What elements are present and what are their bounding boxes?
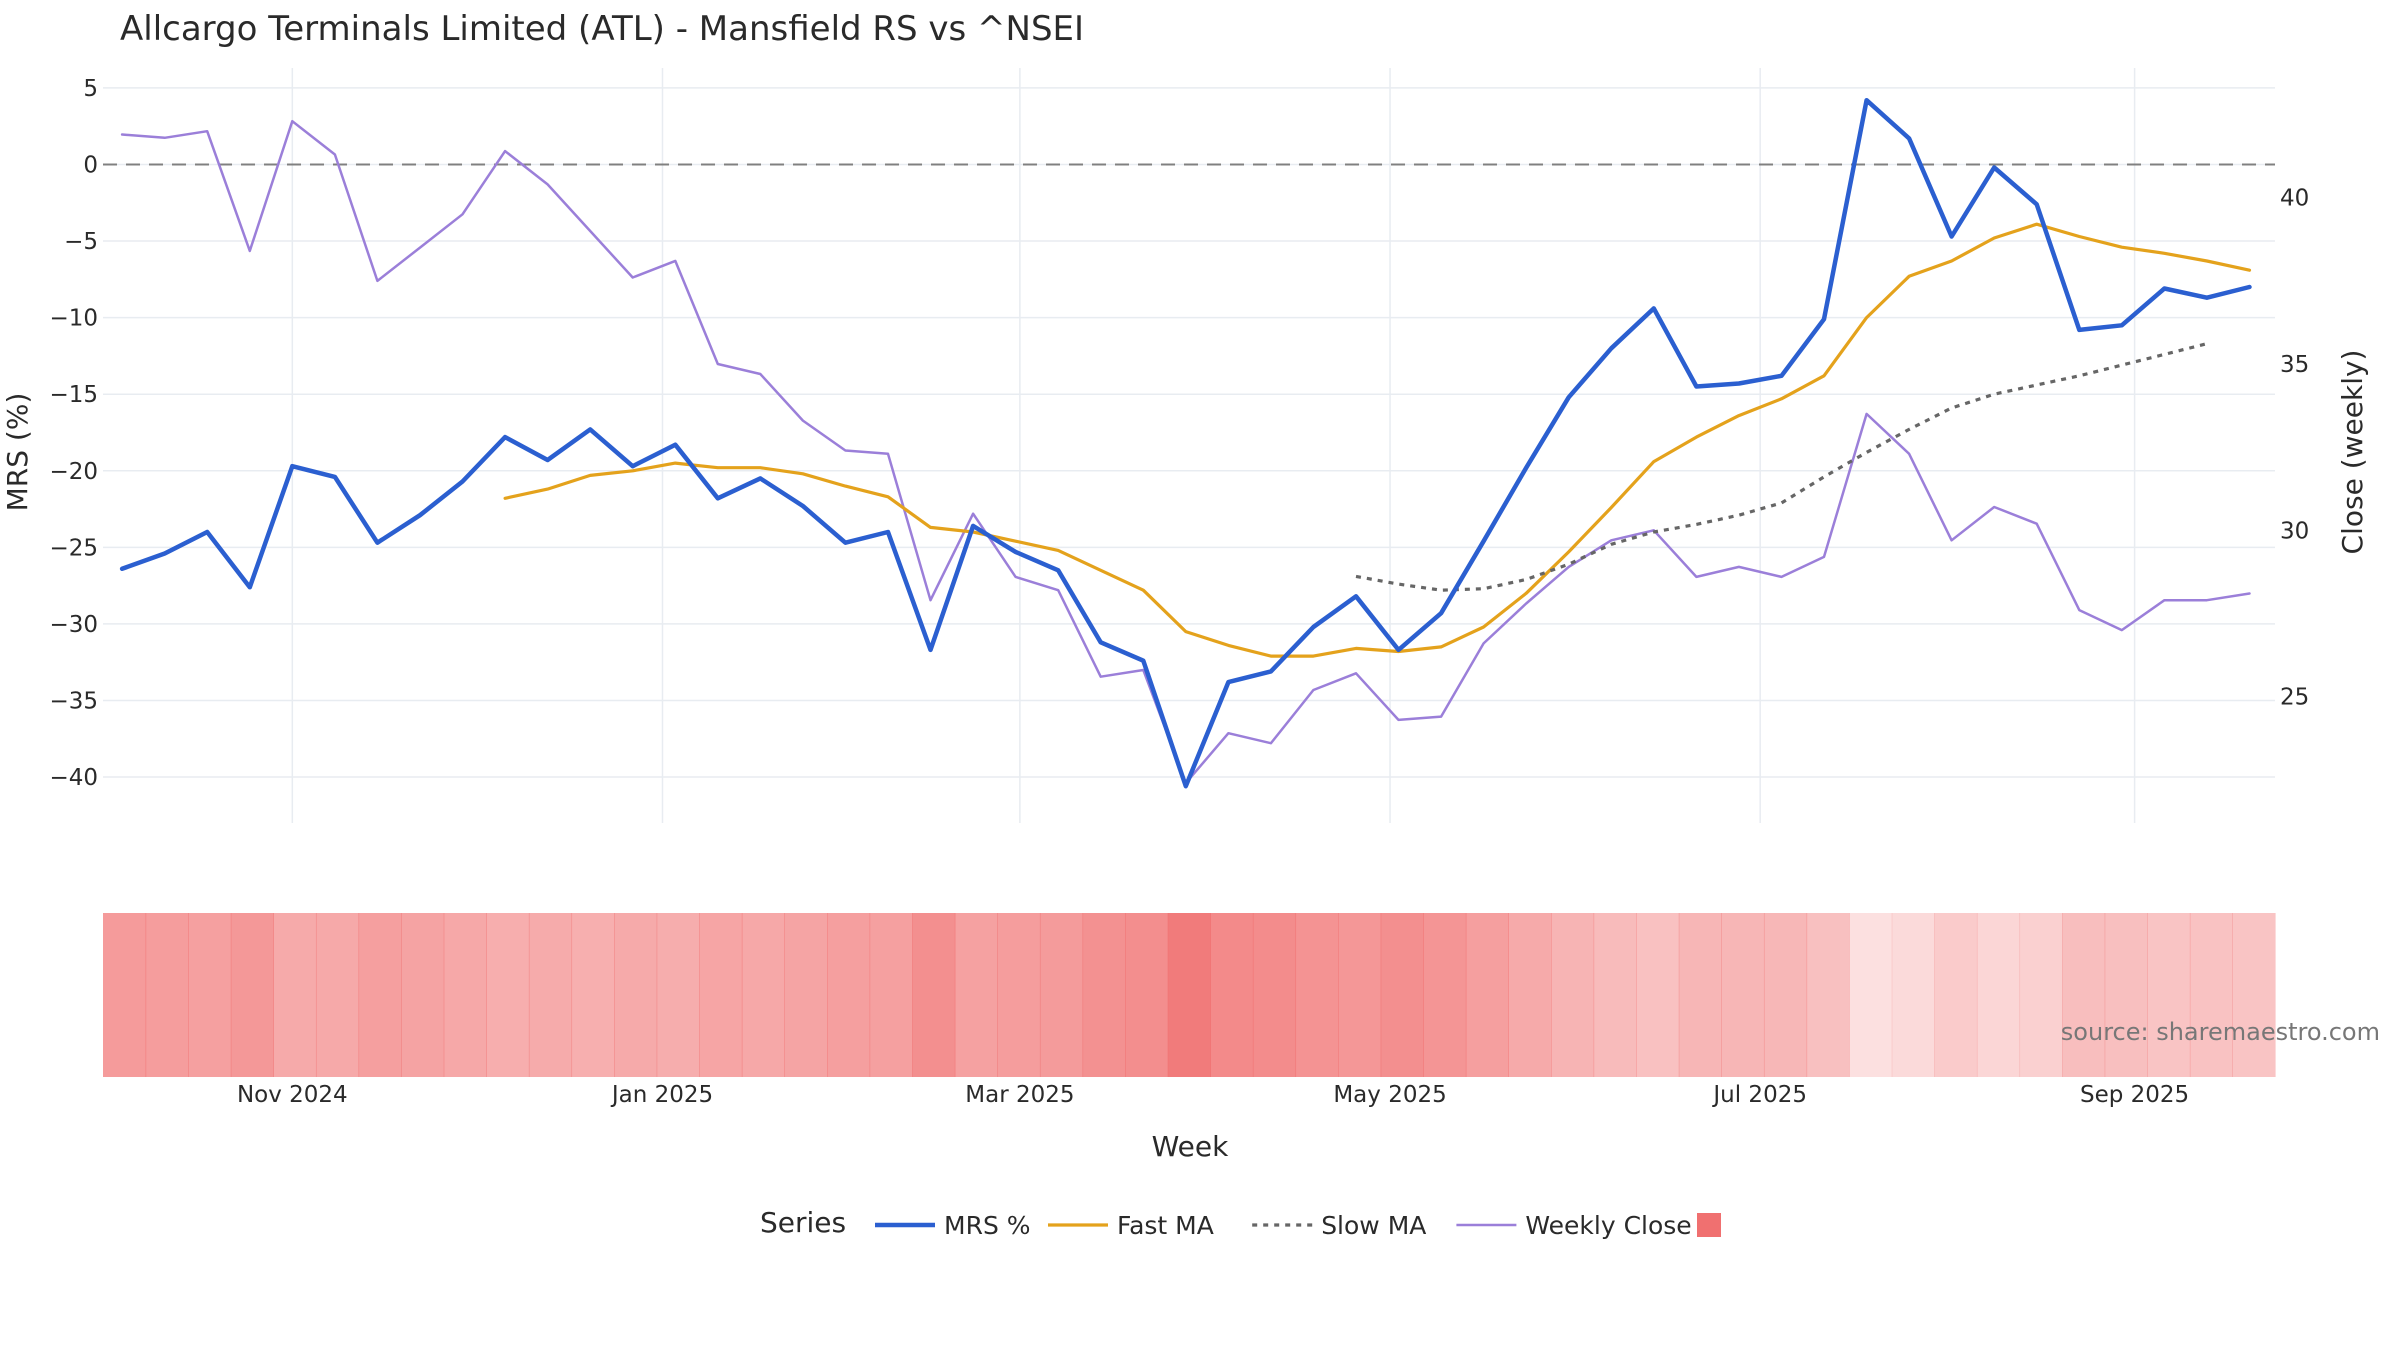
heatmap-cell-27 [1252,913,1297,1077]
x-tick-label-4: Jul 2025 [1711,1082,1807,1108]
heatmap-cell-35 [1593,913,1637,1077]
heatmap-cell-6 [358,913,402,1077]
series-line-weekly-close [120,119,2251,785]
heatmap-cell-34 [1551,913,1595,1077]
heatmap-cell-28 [1295,913,1339,1077]
heatmap-cell-11 [571,913,615,1077]
heatmap-cell-16 [784,913,828,1077]
heatmap-cell-1 [145,913,189,1077]
heatmap-cell-36 [1636,913,1680,1077]
heatmap-cell-43 [1934,913,1978,1077]
x-axis-label: Week [1152,1130,1229,1163]
x-axis-ticks: Nov 2024 Jan 2025 Mar 2025 May 2025 Jul 2025… [237,1082,2189,1108]
heatmap-cell-3 [230,913,274,1077]
y2-tick-label-0: 40 [2280,186,2309,212]
legend-label-0: MRS % [944,1211,1031,1240]
heatmap-cell-39 [1763,913,1808,1077]
heatmap-cell-25 [1167,913,1211,1077]
legend-label-2: Slow MA [1321,1211,1426,1240]
legend: Series MRS % Fast MA Slow MA Weekly Close [760,1206,1721,1240]
y-tick-label-3: −10 [49,306,98,332]
chart-title: Allcargo Terminals Limited (ATL) - Mansf… [120,9,1084,49]
heatmap-cell-2 [188,913,232,1077]
y2-axis-label: Close (weekly) [2336,350,2369,555]
y-tick-label-5: −20 [49,459,98,485]
heatmap-cell-33 [1508,913,1552,1077]
x-tick-label-1: Jan 2025 [610,1082,713,1108]
series-group [119,97,2252,789]
y-tick-label-7: −30 [49,612,98,638]
heatmap-cell-31 [1423,913,1467,1077]
legend-label-1: Fast MA [1117,1211,1214,1240]
heatmap-cell-15 [741,913,786,1077]
heatmap-cell-38 [1721,913,1765,1077]
y-tick-label-4: −15 [49,382,98,408]
heatmap-cell-49 [2189,913,2234,1077]
heatmap-cell-23 [1082,913,1126,1077]
heatmap-cell-37 [1678,913,1722,1077]
series-line-fast-ma [503,222,2252,658]
heatmap-cell-9 [486,913,530,1077]
heatmap-cell-4 [273,913,317,1077]
heatmap-cell-48 [2147,913,2191,1077]
grid [103,68,2275,823]
x-tick-label-0: Nov 2024 [237,1082,348,1108]
heatmap-cell-42 [1891,913,1935,1077]
y-tick-label-8: −35 [49,688,98,714]
series-line-slow-ma [1355,342,2208,592]
heatmap-cell-30 [1380,913,1424,1077]
heatmap-cell-24 [1125,913,1169,1077]
y-tick-label-0: 5 [83,76,98,102]
legend-label-3: Weekly Close [1525,1211,1691,1240]
heatmap-cell-17 [827,913,871,1077]
x-tick-label-2: Mar 2025 [965,1082,1074,1108]
heatmap-cell-21 [997,913,1041,1077]
y-tick-label-2: −5 [64,229,98,255]
x-tick-label-3: May 2025 [1333,1082,1446,1108]
y2-tick-label-1: 35 [2280,352,2309,378]
heatmap-cell-20 [954,913,998,1077]
y2-axis-ticks: 40 35 30 25 [2280,186,2309,711]
y-tick-label-6: −25 [49,535,98,561]
heatmap-cell-29 [1338,913,1382,1077]
x-tick-label-5: Sep 2025 [2080,1082,2189,1108]
heatmap-cell-26 [1210,913,1254,1077]
legend-title: Series [760,1206,846,1239]
heatmap-cell-45 [2019,913,2063,1077]
heatmap-cell-14 [699,913,743,1077]
heatmap-cell-22 [1039,913,1084,1077]
series-line-mrs [119,97,2252,789]
heatmap-cell-8 [443,913,487,1077]
heatmap-cell-0 [103,913,147,1077]
y2-tick-label-2: 30 [2280,518,2309,544]
heatmap-cell-46 [2062,913,2106,1077]
heatmap-cell-32 [1465,913,1510,1077]
heatmap-cell-7 [401,913,445,1077]
heatmap-cell-12 [614,913,658,1077]
heatmap-cell-19 [912,913,956,1077]
y-tick-label-1: 0 [83,152,98,178]
heatmap-cell-44 [1976,913,2021,1077]
heatmap-cell-10 [528,913,573,1077]
heatmap-cell-18 [869,913,913,1077]
heatmap-cell-50 [2232,913,2276,1077]
heatmap-strip [103,913,2276,1077]
heatmap-cell-47 [2104,913,2148,1077]
y-tick-label-9: −40 [49,765,98,791]
y-axis-ticks: 5 0 −5 −10 −15 −20 −25 −30 −35 −40 [49,76,98,791]
heatmap-cell-41 [1849,913,1893,1077]
heatmap-cell-40 [1806,913,1850,1077]
legend-swatch-4 [1697,1213,1721,1237]
heatmap-cell-5 [315,913,360,1077]
heatmap-cell-13 [656,913,700,1077]
y2-tick-label-3: 25 [2280,685,2309,711]
y-axis-label: MRS (%) [1,393,34,512]
source-note: source: sharemaestro.com [2061,1018,2380,1046]
